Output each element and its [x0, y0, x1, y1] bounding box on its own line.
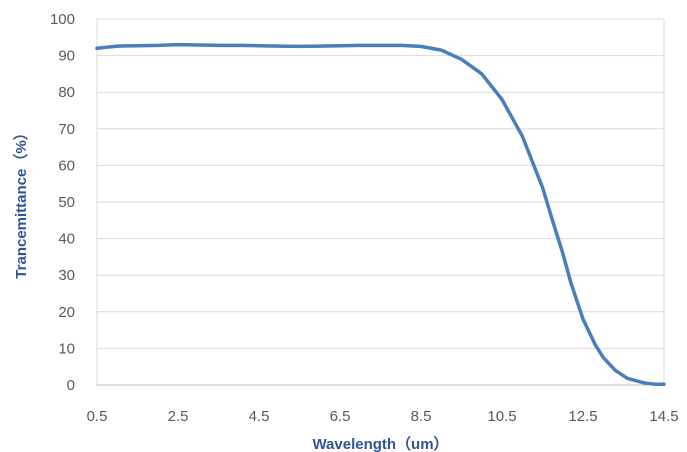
y-tick-label: 60 [58, 157, 75, 174]
y-tick-label: 40 [58, 231, 75, 248]
x-tick-label: 2.5 [168, 408, 189, 425]
x-tick-label: 10.5 [487, 408, 516, 425]
x-tick-label: 8.5 [411, 408, 432, 425]
x-axis-title: Wavelength（um） [312, 435, 448, 452]
x-tick-label: 4.5 [249, 408, 270, 425]
x-tick-label: 12.5 [568, 408, 597, 425]
y-tick-label: 100 [50, 11, 75, 28]
x-tick-label: 0.5 [87, 408, 108, 425]
y-tick-label: 70 [58, 121, 75, 138]
y-tick-label: 20 [58, 304, 75, 321]
y-tick-label: 30 [58, 267, 75, 284]
x-tick-label: 6.5 [330, 408, 351, 425]
y-tick-label: 50 [58, 194, 75, 211]
y-axis-title: Trancemittance（%） [12, 125, 30, 278]
y-tick-label: 90 [58, 48, 75, 65]
y-tick-label: 0 [67, 377, 75, 394]
x-tick-label: 14.5 [649, 408, 678, 425]
series-line-0 [95, 42, 666, 387]
y-tick-label: 10 [58, 340, 75, 357]
y-tick-label: 80 [58, 84, 75, 101]
